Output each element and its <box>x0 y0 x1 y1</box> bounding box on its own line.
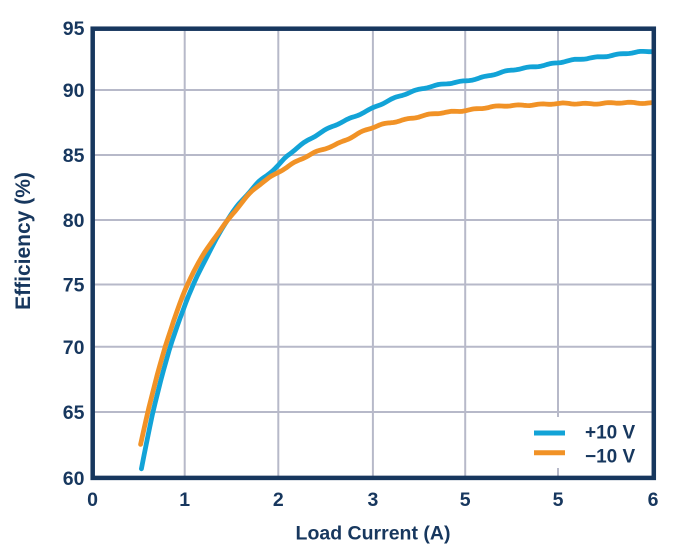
svg-text:3: 3 <box>367 489 378 511</box>
svg-text:60: 60 <box>63 468 85 490</box>
svg-text:Load Current (A): Load Current (A) <box>296 523 451 545</box>
svg-text:0: 0 <box>87 489 98 511</box>
svg-text:+10 V: +10 V <box>585 423 636 444</box>
svg-text:90: 90 <box>63 80 85 102</box>
svg-text:80: 80 <box>63 210 85 232</box>
svg-text:5: 5 <box>553 489 564 511</box>
svg-text:6: 6 <box>648 489 659 511</box>
svg-text:65: 65 <box>63 402 85 424</box>
svg-text:70: 70 <box>63 337 85 359</box>
svg-text:85: 85 <box>63 145 85 167</box>
svg-text:−10 V: −10 V <box>585 447 636 468</box>
svg-text:5: 5 <box>460 489 471 511</box>
svg-text:2: 2 <box>273 489 284 511</box>
svg-text:Efficiency (%): Efficiency (%) <box>12 172 35 310</box>
svg-text:75: 75 <box>63 275 85 297</box>
svg-text:1: 1 <box>179 489 190 511</box>
svg-text:95: 95 <box>63 18 85 40</box>
